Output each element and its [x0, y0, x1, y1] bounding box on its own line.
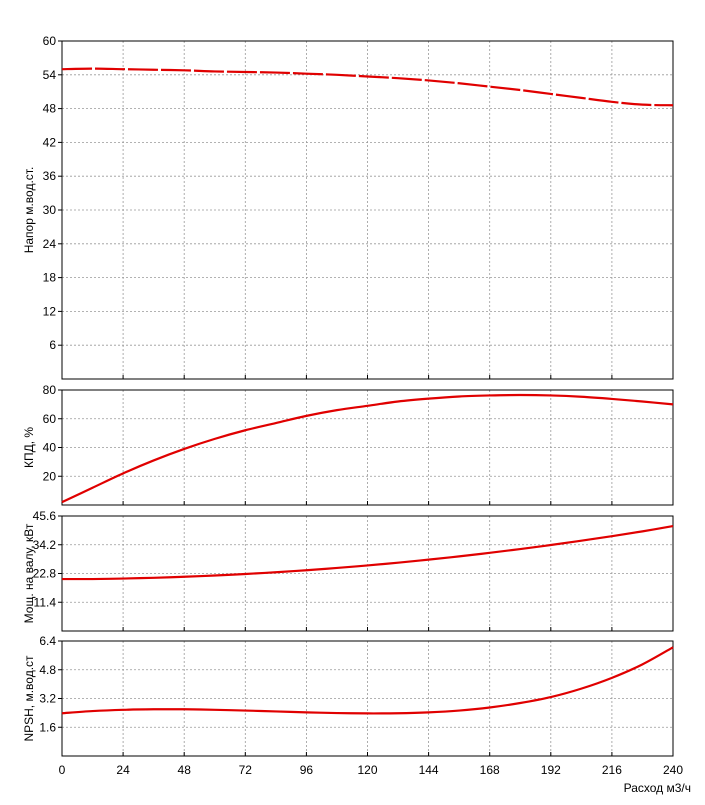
panel-power-series-line	[61, 525, 674, 581]
xtick-label-5: 120	[357, 763, 377, 777]
panel-npsh-frame	[61, 640, 674, 757]
panel-npsh-ytick-label-2: 4.8	[39, 663, 56, 677]
panel-head-ytick-label-7: 48	[43, 102, 57, 116]
panel-power-ytick-label-1: 22.8	[33, 567, 57, 581]
panel-efficiency: 20 40 60 80 КПД, %	[22, 383, 674, 506]
panel-head-ytick-label-4: 30	[43, 203, 57, 217]
xtick-label-8: 192	[541, 763, 561, 777]
xtick-label-0: 0	[59, 763, 66, 777]
panel-efficiency-ylabel: КПД, %	[22, 427, 36, 468]
xtick-label-6: 144	[419, 763, 439, 777]
x-axis-label: Расход м3/ч	[624, 781, 691, 795]
panel-npsh-ylabel: NPSH, м.вод.ст	[22, 655, 36, 742]
panel-head-ytick-label-8: 54	[43, 68, 57, 82]
panel-efficiency-ytick-label-0: 20	[43, 469, 57, 483]
panel-head-series-line	[61, 67, 674, 107]
panel-efficiency-ytick-label-1: 40	[43, 441, 57, 455]
panel-npsh-series-line	[61, 646, 674, 715]
panel-head-ytick-label-6: 42	[43, 135, 57, 149]
xtick-label-3: 72	[239, 763, 253, 777]
panel-power-ytick-label-0: 11.4	[34, 595, 57, 609]
panel-power-ytick-label-2: 34.2	[33, 538, 57, 552]
panel-head-ytick-label-2: 18	[43, 271, 57, 285]
xtick-label-1: 24	[116, 763, 130, 777]
panel-power-ylabel: Мощ. на валу, кВт	[22, 523, 36, 623]
panel-head-frame	[61, 40, 674, 380]
panel-npsh-ytick-label-0: 1.6	[39, 720, 56, 734]
panel-head-ytick-label-1: 12	[43, 304, 57, 318]
xtick-label-7: 168	[480, 763, 500, 777]
panel-head-ytick-label-5: 36	[43, 169, 57, 183]
panel-head: 6 12 18 24 30 36 42 48 54 60 Напор м.вод.ст.	[22, 34, 674, 380]
xtick-label-10: 240	[663, 763, 683, 777]
panel-efficiency-series-line	[61, 393, 674, 504]
panel-efficiency-frame	[61, 389, 674, 506]
x-axis: 0 24 48 72 96 120 144 168 192 216 240	[59, 763, 684, 777]
panel-power-ytick-label-3: 45.6	[33, 509, 57, 523]
xtick-label-2: 48	[178, 763, 192, 777]
panel-head-ytick-label-9: 60	[43, 34, 57, 48]
panel-head-ytick-label-3: 24	[43, 237, 57, 251]
panel-efficiency-ytick-label-3: 80	[43, 383, 57, 397]
panel-head-ytick-label-0: 6	[49, 338, 56, 352]
panel-efficiency-ytick-label-2: 60	[43, 412, 57, 426]
panel-head-ylabel: Напор м.вод.ст.	[22, 167, 36, 254]
panel-power-frame	[61, 515, 674, 632]
xtick-label-9: 216	[602, 763, 622, 777]
panel-npsh-ytick-label-1: 3.2	[39, 692, 56, 706]
xtick-label-4: 96	[300, 763, 314, 777]
panel-npsh-ytick-label-3: 6.4	[39, 634, 56, 648]
